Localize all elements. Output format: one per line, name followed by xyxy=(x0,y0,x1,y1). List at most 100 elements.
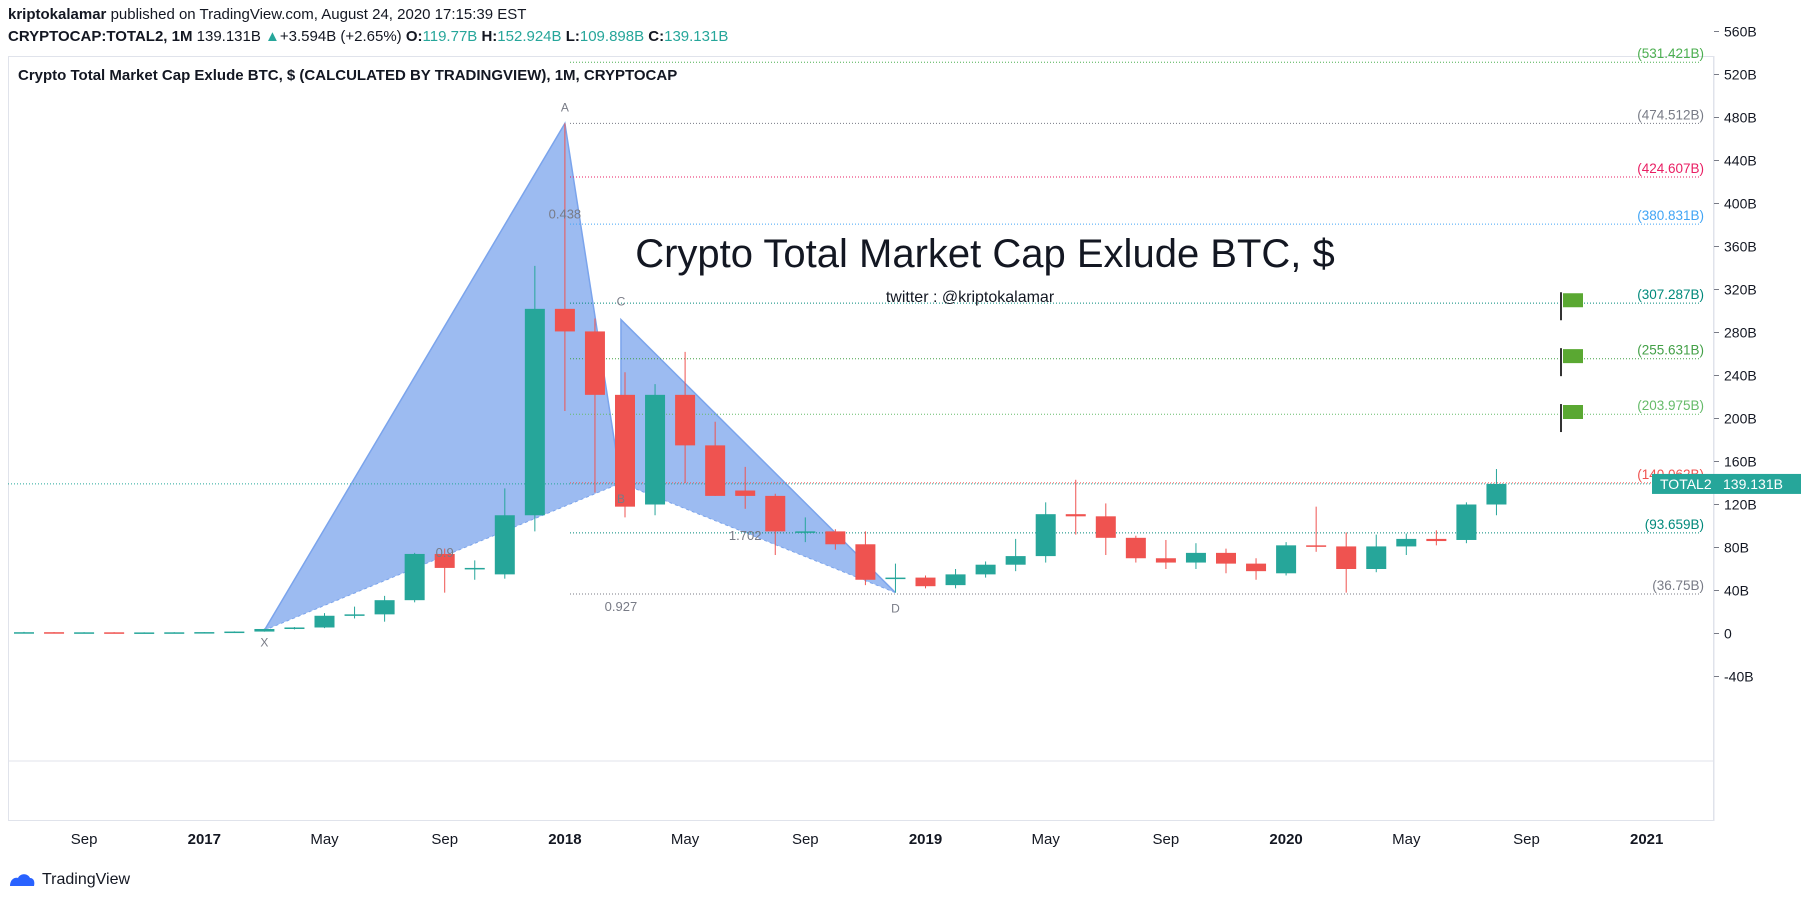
candle xyxy=(374,595,395,622)
fib-label: (203.975B) xyxy=(1637,398,1704,413)
candle xyxy=(975,561,996,578)
low-value: 109.898B xyxy=(579,28,645,45)
candle xyxy=(1396,533,1417,556)
candle xyxy=(885,563,906,593)
pattern-point-label: C xyxy=(617,295,626,309)
candle xyxy=(1155,539,1176,569)
y-tick-label: 360B xyxy=(1724,239,1757,255)
price-chart[interactable]: (531.421B) (474.512B) (424.607B) (380.831B)… xyxy=(0,0,1805,870)
pattern-point-label: A xyxy=(561,100,569,114)
close-label: C: xyxy=(648,28,665,45)
candle-body xyxy=(104,632,125,634)
candle xyxy=(915,575,936,589)
candle-body xyxy=(1005,556,1026,565)
x-tick-label: May xyxy=(1032,831,1061,848)
candle-body xyxy=(1276,545,1297,574)
close-value: 139.131B xyxy=(664,28,729,45)
x-tick-label: 2021 xyxy=(1630,831,1663,848)
y-tick-label: 280B xyxy=(1724,325,1757,341)
candle-body xyxy=(825,531,846,545)
y-tick-label: 560B xyxy=(1724,24,1757,40)
candle xyxy=(1456,502,1477,544)
flag-icon xyxy=(1560,348,1583,377)
fib-label: (93.659B) xyxy=(1645,517,1704,532)
candle-body xyxy=(164,632,185,634)
pattern-point-label: X xyxy=(260,635,268,649)
fib-label: (531.421B) xyxy=(1637,46,1704,61)
candle xyxy=(104,632,125,634)
x-tick-label: 2018 xyxy=(548,831,581,848)
ohlc-legend: CRYPTOCAP:TOTAL2, 1M 139.131B ▲+3.594B (… xyxy=(8,28,728,45)
candle-body xyxy=(1125,537,1146,559)
candle xyxy=(134,632,155,634)
candle xyxy=(1035,502,1056,563)
candle-body xyxy=(675,394,696,446)
candle-body xyxy=(1306,545,1327,547)
candle xyxy=(765,493,786,556)
candle xyxy=(464,560,485,580)
candle xyxy=(1366,534,1387,573)
y-tick-label: 440B xyxy=(1724,153,1757,169)
candle-body xyxy=(645,394,666,505)
y-tick-label: -40B xyxy=(1724,669,1754,685)
last-price-badge: TOTAL2 139.131B xyxy=(1652,473,1801,494)
flag-icon xyxy=(1560,292,1583,321)
x-tick-label: 2017 xyxy=(188,831,221,848)
pattern-ratio-label: 0.438 xyxy=(549,207,582,222)
candle xyxy=(1065,479,1086,535)
pattern-point-label: B xyxy=(617,492,625,506)
candle-body xyxy=(134,632,155,634)
candle xyxy=(735,466,756,509)
candle xyxy=(1426,530,1447,546)
fib-levels: (531.421B) (474.512B) (424.607B) (380.831B)… xyxy=(8,46,1714,595)
candle xyxy=(645,384,666,516)
publish-info: kriptokalamar published on TradingView.c… xyxy=(8,6,526,23)
author-name[interactable]: kriptokalamar xyxy=(8,6,107,23)
flag-cloth xyxy=(1563,349,1583,364)
x-tick-label: Sep xyxy=(792,831,819,848)
last-price-value: 139.131B xyxy=(1723,476,1783,492)
axes[interactable]: -40B 0 40B 80B 120B 160B 200B 240B 280B 320B 360B 4… xyxy=(8,24,1801,849)
fib-label: (255.631B) xyxy=(1637,343,1704,358)
x-tick-label: May xyxy=(1392,831,1421,848)
candle-body xyxy=(524,308,545,516)
x-tick-label: Sep xyxy=(431,831,458,848)
candle-body xyxy=(855,544,876,580)
chart-title: Crypto Total Market Cap Exlude BTC, $ (C… xyxy=(18,67,677,84)
open-value: 119.77B xyxy=(422,28,478,45)
candles[interactable] xyxy=(14,123,1507,634)
pattern-ratio-label: 0.927 xyxy=(605,599,638,614)
fib-label: (307.287B) xyxy=(1637,287,1704,302)
last-price-badge-bg xyxy=(1652,473,1801,494)
candle xyxy=(524,265,545,532)
candle-body xyxy=(975,564,996,575)
candle xyxy=(434,548,455,593)
candle-body xyxy=(705,445,726,496)
candle-body xyxy=(915,577,936,587)
fib-label: (380.831B) xyxy=(1637,208,1704,223)
y-tick-label: 0 xyxy=(1724,626,1732,642)
candle-body xyxy=(1366,546,1387,569)
candle xyxy=(74,632,95,634)
x-tick-label: 2019 xyxy=(909,831,942,848)
candle-body xyxy=(224,631,245,634)
y-tick-label: 480B xyxy=(1724,110,1757,126)
flag-cloth xyxy=(1563,405,1583,420)
tradingview-brand: TradingView xyxy=(42,871,131,888)
candle-body xyxy=(554,308,575,332)
candle xyxy=(1246,558,1267,580)
last-value: 139.131B xyxy=(196,28,261,45)
symbol-label: CRYPTOCAP:TOTAL2, 1M xyxy=(8,28,193,45)
y-tick-label: 320B xyxy=(1724,282,1757,298)
candle-body xyxy=(1426,538,1447,542)
candle-body xyxy=(1185,552,1206,563)
fib-label: (474.512B) xyxy=(1637,107,1704,122)
candle-body xyxy=(434,553,455,568)
footer[interactable]: TradingView xyxy=(8,871,130,889)
candle-body xyxy=(885,577,906,580)
candle-body xyxy=(1095,516,1116,538)
harmonic-pattern xyxy=(263,121,896,631)
candle xyxy=(1095,503,1116,556)
change-value: +3.594B (+2.65%) xyxy=(279,28,402,45)
last-price-symbol: TOTAL2 xyxy=(1660,476,1712,492)
